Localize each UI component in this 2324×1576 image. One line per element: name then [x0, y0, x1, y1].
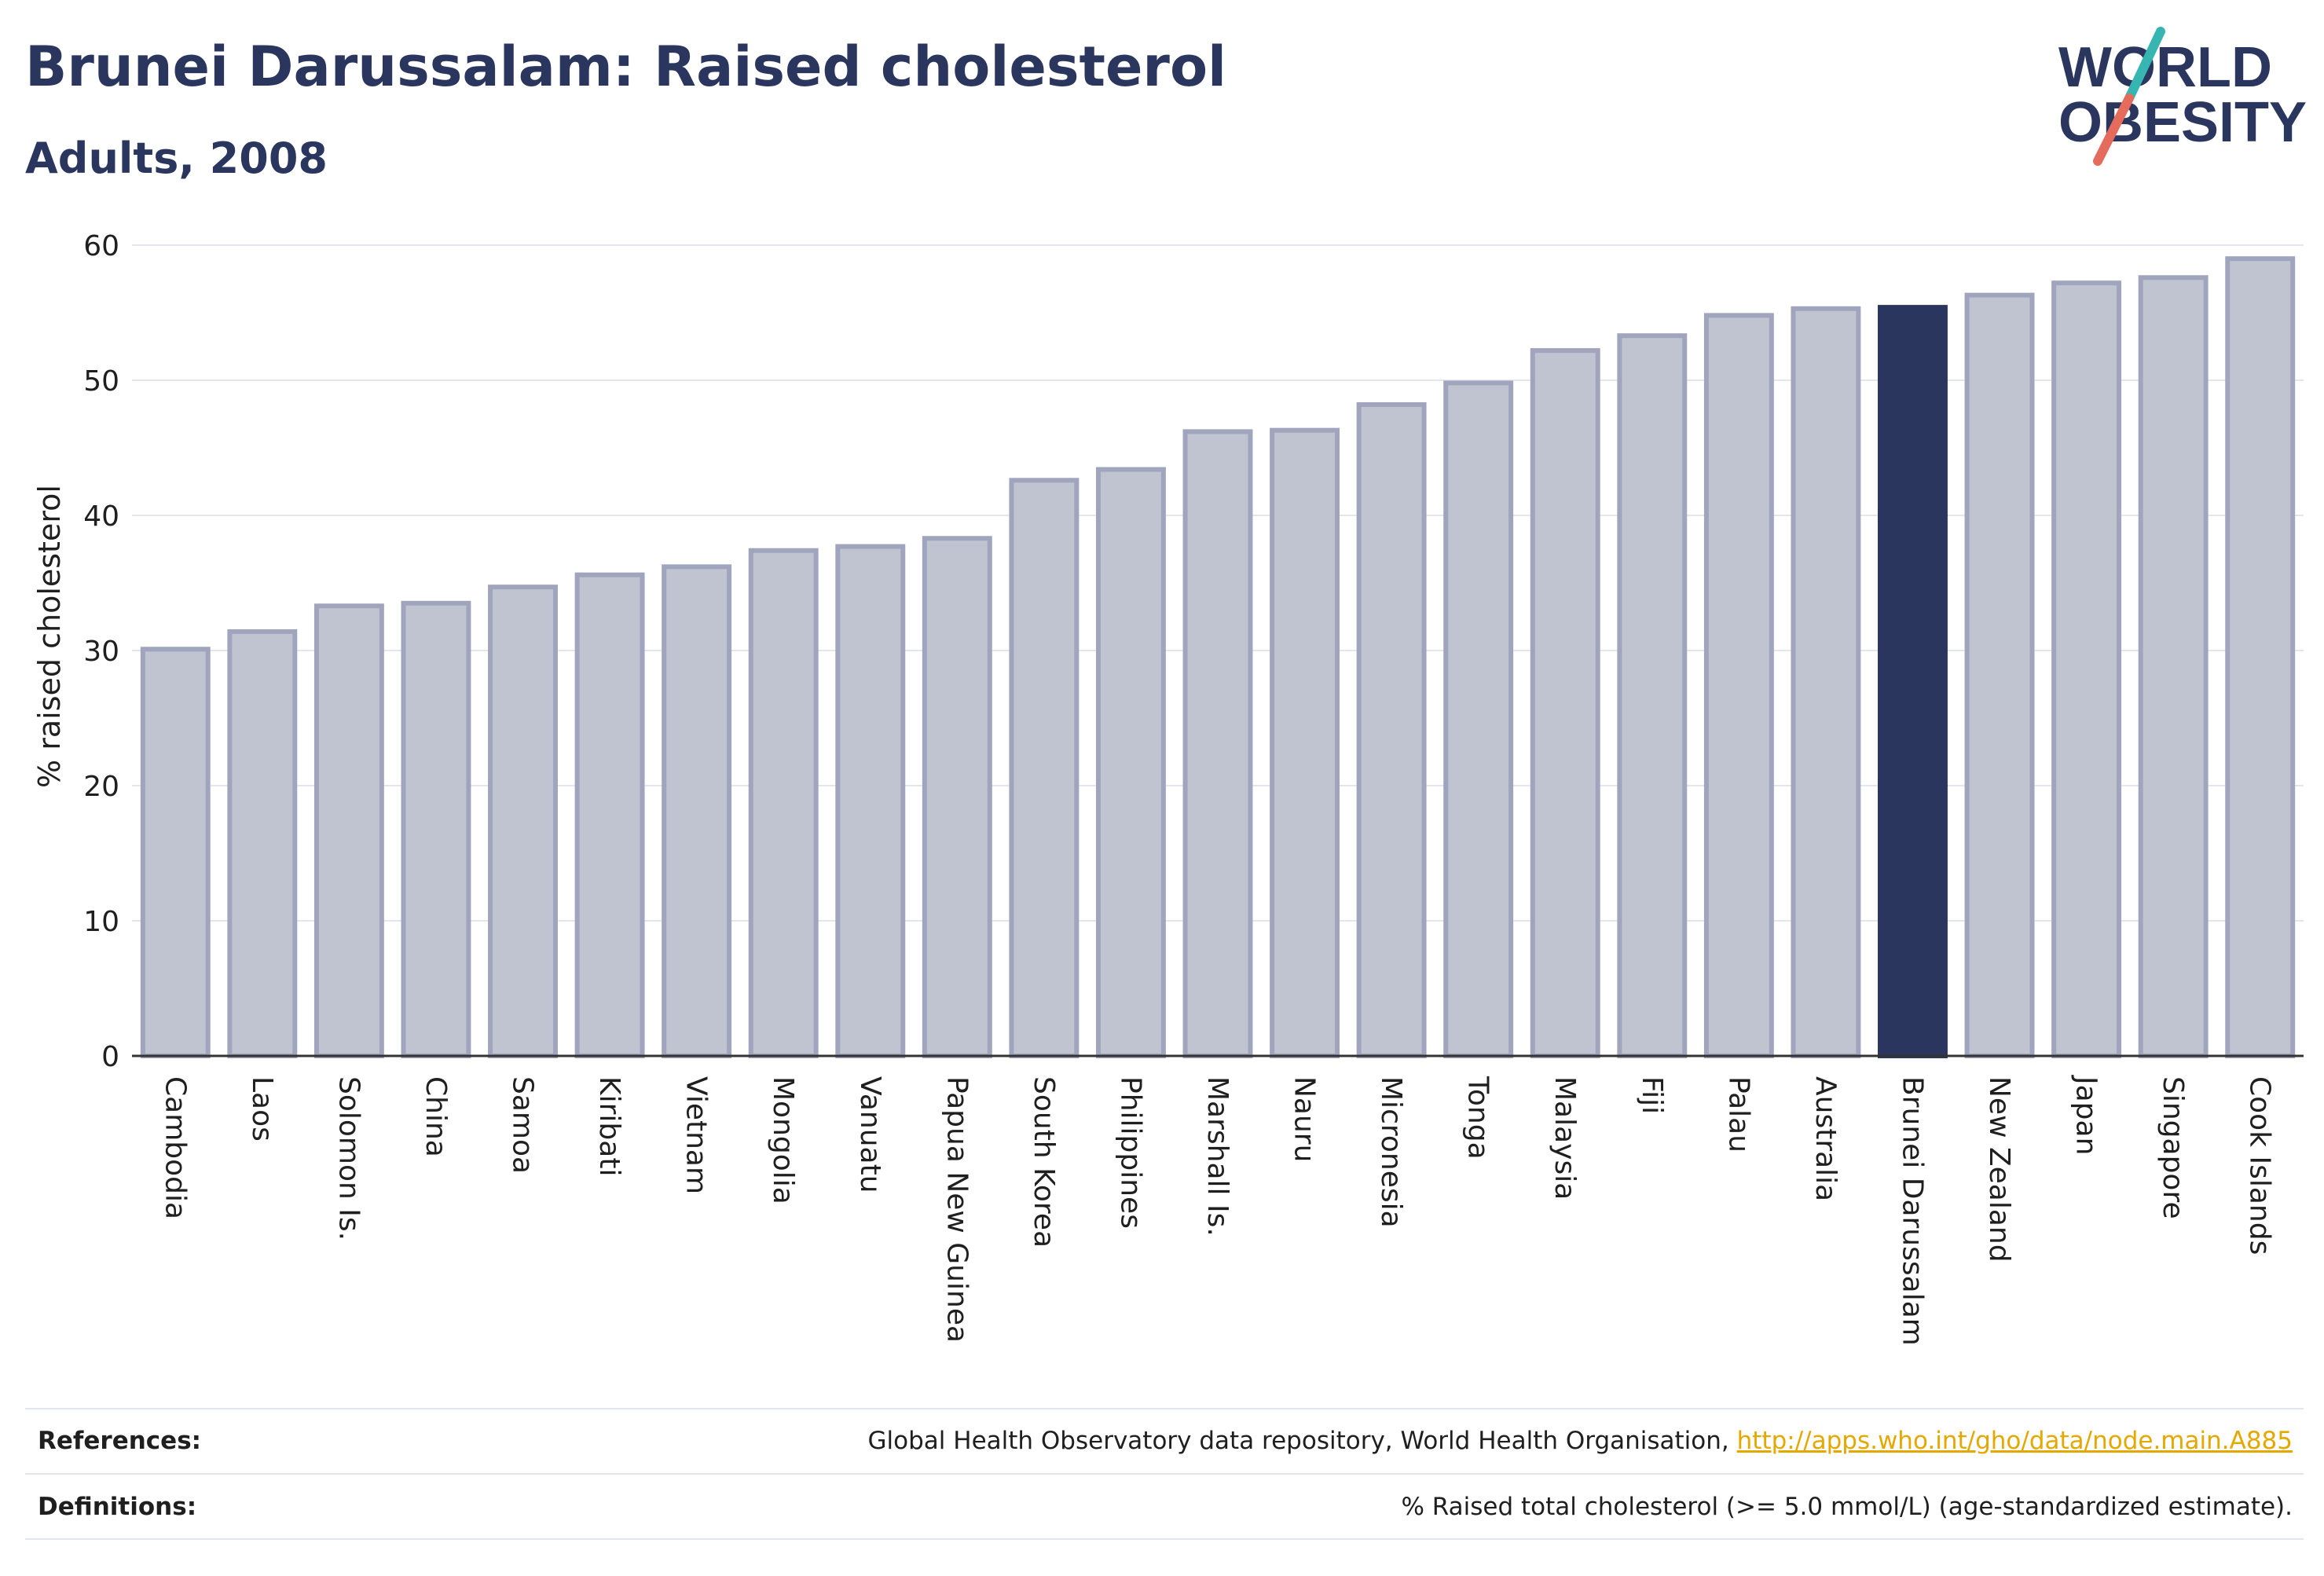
x-tick-label: Australia [1809, 1076, 1842, 1201]
y-axis: 0 10 20 30 40 50 60 [83, 230, 119, 1073]
x-tick-label: Japan [2070, 1075, 2102, 1155]
footer-divider-middle [25, 1473, 2304, 1475]
x-tick-label: Kiribati [593, 1076, 625, 1176]
x-tick-label: Palau [1722, 1076, 1754, 1153]
x-tick-label: Laos [246, 1076, 278, 1142]
bar-palau [1703, 313, 1774, 1058]
logo-slash-top [2124, 27, 2165, 103]
x-tick-label: Solomon Is. [332, 1076, 365, 1241]
x-tick-label: Brunei Darussalam [1896, 1076, 1928, 1346]
bar-micronesia [1356, 401, 1427, 1058]
x-tick-label: Singapore [2157, 1076, 2189, 1219]
chart-title: Brunei Darussalam: Raised cholesterol [25, 35, 1227, 99]
bar-philippines [1095, 467, 1166, 1058]
y-tick-label: 10 [83, 906, 119, 938]
bar-brunei-darussalam [1878, 305, 1948, 1058]
bar-cook-islands [2225, 256, 2296, 1058]
x-tick-label: Cook Islands [2244, 1076, 2276, 1255]
bar-malaysia [1530, 348, 1600, 1059]
x-tick-label: Micronesia [1375, 1076, 1407, 1228]
x-tick-label: Marshall Is. [1201, 1076, 1233, 1237]
x-tick-label: Vanuatu [854, 1076, 886, 1193]
bar-fiji [1617, 333, 1688, 1058]
x-tick-label: Malaysia [1549, 1076, 1581, 1200]
x-tick-label: Papua New Guinea [940, 1076, 973, 1343]
bar-chart: 0 10 20 30 40 50 60 Cambodia Laos Solomon Is. Chi… [32, 230, 2304, 1346]
world-obesity-logo: WORLD OBESITY [2058, 27, 2307, 166]
chart-subtitle: Adults, 2008 [25, 134, 328, 183]
bar-vietnam [662, 564, 732, 1058]
bar-singapore [2138, 275, 2209, 1058]
references-label: References: [38, 1427, 202, 1455]
x-tick-label: South Korea [1028, 1076, 1060, 1248]
references-link[interactable]: http://apps.who.int/gho/data/node.main.A… [1736, 1427, 2293, 1455]
y-axis-label: % raised cholesterol [32, 485, 67, 788]
y-tick-label: 40 [83, 500, 119, 533]
y-tick-label: 50 [83, 365, 119, 398]
bar-samoa [488, 585, 558, 1058]
bar-south-korea [1009, 478, 1080, 1058]
logo-text-obesity: OBESITY [2058, 91, 2307, 154]
y-tick-label: 0 [101, 1041, 119, 1073]
x-tick-label: Philippines [1114, 1076, 1146, 1229]
x-tick-label: Samoa [507, 1076, 539, 1174]
footer-divider-bottom [25, 1538, 2304, 1540]
x-tick-label: Tonga [1462, 1076, 1494, 1160]
y-tick-label: 20 [83, 771, 119, 803]
bar-nauru [1270, 427, 1340, 1058]
x-tick-label: Vietnam [680, 1076, 713, 1194]
x-tick-label: Cambodia [159, 1076, 191, 1219]
x-axis: Cambodia Laos Solomon Is. China Samoa Kiribat… [132, 1054, 2304, 1346]
bar-vanuatu [835, 544, 906, 1058]
x-tick-label: Fiji [1636, 1076, 1668, 1114]
bar-kiribati [574, 572, 645, 1058]
y-tick-label: 60 [83, 230, 119, 262]
references-source: Global Health Observatory data repositor… [867, 1427, 1737, 1455]
definitions-label: Definitions: [38, 1493, 197, 1521]
bar-australia [1791, 306, 1861, 1058]
definitions-text: % Raised total cholesterol (>= 5.0 mmol/… [1401, 1493, 2293, 1521]
bar-laos [227, 629, 298, 1058]
bar-cambodia [140, 647, 211, 1058]
bar-japan [2051, 280, 2122, 1059]
x-tick-label: New Zealand [1983, 1076, 2015, 1263]
references-text: Global Health Observatory data repositor… [868, 1427, 2293, 1455]
bar-papua-new-guinea [922, 536, 992, 1058]
y-tick-label: 30 [83, 636, 119, 668]
footer-divider-top [25, 1408, 2304, 1409]
bars [140, 256, 2296, 1059]
bar-tonga [1443, 380, 1514, 1058]
logo-text-world: WORLD [2058, 36, 2272, 99]
x-tick-label: Mongolia [767, 1076, 799, 1204]
bar-mongolia [748, 548, 819, 1058]
logo-slash-bottom [2093, 93, 2134, 166]
bar-solomon-is [313, 603, 384, 1058]
bar-marshall-is [1182, 429, 1253, 1058]
x-tick-label: China [420, 1076, 452, 1157]
x-tick-label: Nauru [1288, 1076, 1321, 1162]
bar-china [401, 600, 471, 1058]
bar-new-zealand [1964, 292, 2035, 1058]
